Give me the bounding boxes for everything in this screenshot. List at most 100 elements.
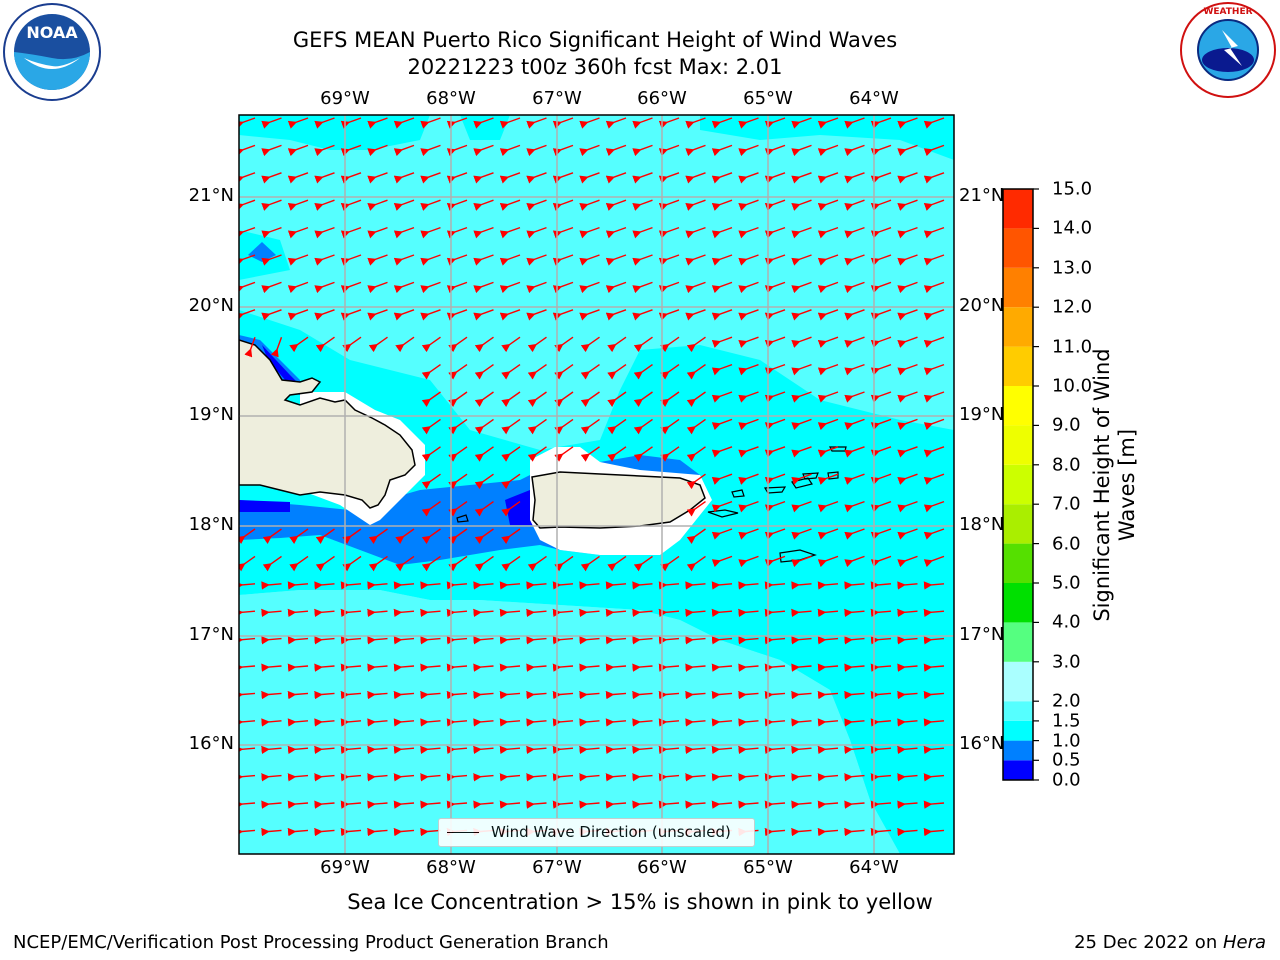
colorbar-segment bbox=[1003, 267, 1033, 308]
wind-arrow bbox=[844, 363, 865, 376]
wind-arrow bbox=[314, 226, 335, 239]
wind-arrow bbox=[923, 254, 945, 266]
wind-arrow bbox=[658, 690, 680, 700]
wind-arrow bbox=[526, 172, 547, 184]
wind-arrow bbox=[844, 555, 865, 568]
wind-arrow bbox=[393, 144, 415, 157]
wind-arrow bbox=[605, 281, 627, 294]
wind-arrow bbox=[421, 336, 441, 353]
wind-arrow bbox=[791, 636, 812, 645]
wind-arrow bbox=[473, 663, 494, 672]
wind-arrow bbox=[711, 336, 733, 348]
wind-arrow bbox=[287, 636, 309, 645]
wind-arrow bbox=[579, 254, 600, 266]
wind-arrow bbox=[632, 581, 653, 590]
wind-arrow bbox=[315, 336, 335, 353]
colorbar-title: Significant Height of Wind Waves [m] bbox=[1090, 348, 1139, 622]
legend-line-icon bbox=[447, 832, 479, 833]
wind-arrow bbox=[764, 528, 786, 540]
wind-arrow bbox=[764, 199, 786, 211]
wind-arrow bbox=[552, 690, 574, 700]
wind-arrow bbox=[897, 281, 918, 294]
wind-arrow bbox=[870, 663, 892, 672]
wind-arrow bbox=[791, 336, 812, 348]
wind-arrow bbox=[870, 336, 892, 348]
wind-arrow bbox=[711, 446, 733, 458]
colorbar-tick-label: 5.0 bbox=[1052, 572, 1081, 594]
wind-arrow bbox=[579, 581, 600, 590]
wind-arrow bbox=[395, 528, 415, 544]
wind-arrow bbox=[342, 555, 362, 572]
svg-text:NOAA: NOAA bbox=[26, 23, 78, 42]
wind-arrow bbox=[554, 555, 574, 572]
wind-arrow bbox=[499, 581, 521, 590]
wind-arrow bbox=[605, 773, 627, 782]
wind-arrow bbox=[711, 363, 733, 376]
wind-arrow bbox=[474, 336, 494, 353]
wind-arrow bbox=[526, 718, 547, 727]
wind-arrow bbox=[446, 281, 468, 294]
wind-arrow bbox=[474, 391, 494, 407]
wind-arrow bbox=[738, 199, 759, 211]
wind-arrow bbox=[446, 690, 468, 700]
wind-arrow bbox=[711, 281, 733, 294]
wind-arrow bbox=[552, 608, 574, 618]
wind-arrow bbox=[738, 528, 759, 540]
lat-tick-left: 21°N bbox=[188, 185, 234, 206]
wind-arrow bbox=[501, 446, 521, 462]
wind-arrow bbox=[554, 446, 574, 462]
wind-arrow bbox=[870, 418, 892, 431]
wind-arrow bbox=[527, 446, 547, 462]
wind-arrow bbox=[393, 199, 415, 211]
wind-arrow bbox=[764, 608, 786, 618]
wind-arrow bbox=[738, 391, 759, 403]
wind-arrow bbox=[261, 690, 282, 700]
wind-arrow bbox=[367, 663, 388, 672]
wind-arrow bbox=[421, 391, 441, 407]
wind-arrow bbox=[239, 773, 256, 782]
wind-arrow bbox=[446, 636, 468, 645]
wind-arrow bbox=[685, 718, 706, 727]
footer-host: Hera bbox=[1222, 932, 1266, 953]
wind-arrow bbox=[261, 581, 282, 590]
wind-arrow bbox=[870, 446, 892, 458]
wind-arrow bbox=[870, 690, 892, 700]
wind-arrow bbox=[340, 281, 362, 294]
wind-arrow bbox=[340, 172, 362, 184]
wind-arrow bbox=[658, 663, 680, 672]
wind-arrow bbox=[501, 418, 521, 435]
wind-arrow bbox=[473, 144, 494, 157]
wind-arrow bbox=[473, 309, 494, 321]
map-legend: Wind Wave Direction (unscaled) bbox=[438, 818, 755, 847]
wind-arrow bbox=[870, 718, 892, 727]
wind-arrow bbox=[367, 226, 388, 239]
wind-arrow bbox=[658, 581, 680, 590]
wind-arrow bbox=[791, 800, 812, 809]
wind-arrow bbox=[923, 446, 945, 458]
wind-arrow bbox=[660, 555, 680, 572]
colorbar-tick-label: 1.5 bbox=[1052, 710, 1081, 732]
wind-arrow bbox=[738, 336, 759, 348]
lon-tick-bottom: 68°W bbox=[426, 857, 476, 878]
wind-arrow bbox=[526, 144, 547, 157]
footer-credit: NCEP/EMC/Verification Post Processing Pr… bbox=[13, 932, 609, 953]
wind-arrow bbox=[239, 718, 256, 727]
wind-arrow bbox=[817, 309, 839, 321]
wind-arrow bbox=[446, 663, 468, 672]
wind-arrow bbox=[367, 827, 388, 837]
wind-arrow bbox=[579, 800, 600, 809]
wind-arrow bbox=[473, 581, 494, 590]
wind-arrow bbox=[870, 226, 892, 239]
wind-arrow bbox=[897, 718, 918, 727]
wind-arrow bbox=[711, 254, 733, 266]
wind-arrow bbox=[420, 117, 441, 129]
wind-arrow bbox=[923, 391, 945, 403]
wind-arrow bbox=[844, 281, 865, 294]
wind-arrow bbox=[897, 391, 918, 403]
wind-arrow bbox=[340, 827, 362, 837]
wind-arrow bbox=[314, 281, 335, 294]
wind-arrow bbox=[817, 446, 839, 458]
wind-arrow bbox=[791, 773, 812, 782]
wind-arrow bbox=[711, 418, 733, 431]
wind-arrow bbox=[711, 608, 733, 618]
